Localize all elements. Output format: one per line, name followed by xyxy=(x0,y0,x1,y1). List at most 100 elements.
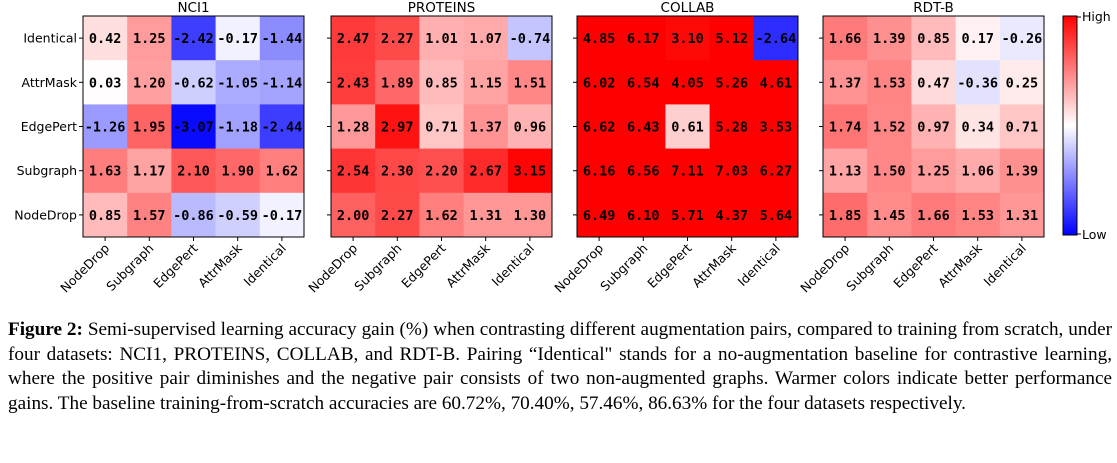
y-tick-label: Subgraph xyxy=(17,163,77,178)
cell-value-label: 6.62 xyxy=(583,120,616,136)
x-tick-label: Subgraph xyxy=(103,241,156,294)
cell-value-label: 4.85 xyxy=(583,31,616,47)
x-tick-label: AttrMask xyxy=(443,240,493,290)
cell-value-label: -1.14 xyxy=(262,75,303,91)
heatmap-cell xyxy=(709,16,755,61)
heatmap-cell xyxy=(375,148,420,194)
heatmap-cell xyxy=(999,192,1045,238)
cell-value-label: 1.39 xyxy=(1006,164,1039,180)
heatmap-cell xyxy=(127,60,172,105)
cell-value-label: -0.59 xyxy=(217,208,258,224)
cell-value-label: 1.62 xyxy=(266,164,299,180)
heatmap-cell xyxy=(463,148,509,194)
heatmap-cell xyxy=(999,148,1045,194)
panel-title: RDT-B xyxy=(913,0,953,16)
heatmap-cell xyxy=(999,60,1045,105)
cell-value-label: 1.89 xyxy=(381,75,414,91)
cell-value-label: 0.71 xyxy=(1006,120,1039,136)
x-tick-label: EdgePert xyxy=(398,240,448,290)
heatmap-cell xyxy=(577,192,622,238)
heatmap-cell xyxy=(621,104,666,150)
heatmap-cell xyxy=(419,192,465,238)
cell-value-label: 0.85 xyxy=(89,208,122,224)
cell-value-label: 1.52 xyxy=(873,120,906,136)
cell-value-label: 1.51 xyxy=(514,75,547,91)
cell-value-label: 1.13 xyxy=(829,164,862,180)
x-tick-label: EdgePert xyxy=(890,240,940,290)
y-tick-label: Identical xyxy=(23,31,77,46)
cell-value-label: 3.10 xyxy=(671,31,704,47)
heatmap-cell xyxy=(419,104,465,150)
cell-value-label: 1.74 xyxy=(829,120,862,136)
heatmap-cell xyxy=(375,16,420,61)
cell-value-label: 1.15 xyxy=(469,75,502,91)
cell-value-label: 1.31 xyxy=(1006,208,1039,224)
heatmap-cell xyxy=(215,16,261,61)
heatmap-cell xyxy=(507,60,553,105)
cell-value-label: 2.54 xyxy=(337,164,370,180)
cell-value-label: 6.49 xyxy=(583,208,616,224)
cell-value-label: 0.03 xyxy=(89,75,122,91)
cell-value-label: 1.53 xyxy=(873,75,906,91)
cell-value-label: -0.17 xyxy=(262,208,303,224)
caption-lead: Figure 2: xyxy=(8,319,83,340)
cell-value-label: 2.10 xyxy=(177,164,210,180)
heatmap-cell xyxy=(867,60,912,105)
cell-value-label: 1.62 xyxy=(425,208,458,224)
heatmap-cell xyxy=(665,104,711,150)
heatmap-cell xyxy=(867,148,912,194)
cell-value-label: 1.85 xyxy=(829,208,862,224)
heatmap-cell xyxy=(127,16,172,61)
heatmap-cell xyxy=(999,104,1045,150)
heatmap-cell xyxy=(83,16,128,61)
heatmap-cell xyxy=(83,192,128,238)
heatmap-cell xyxy=(259,148,305,194)
cell-value-label: 6.17 xyxy=(627,31,660,47)
cell-value-label: 1.95 xyxy=(133,120,166,136)
heatmap-cell xyxy=(83,148,128,194)
heatmap-cell xyxy=(577,148,622,194)
heatmap-cell xyxy=(621,60,666,105)
cell-value-label: 4.61 xyxy=(760,75,793,91)
heatmap-cell xyxy=(375,104,420,150)
heatmap-cell xyxy=(171,148,217,194)
y-tick-label: AttrMask xyxy=(22,75,78,90)
cell-value-label: 1.66 xyxy=(829,31,862,47)
heatmap-cell xyxy=(419,148,465,194)
cell-value-label: 0.85 xyxy=(425,75,458,91)
cell-value-label: 0.17 xyxy=(961,31,994,47)
heatmap-cell xyxy=(215,192,261,238)
cell-value-label: 6.56 xyxy=(627,164,660,180)
heatmap-cell xyxy=(331,148,376,194)
cell-value-label: 0.42 xyxy=(89,31,122,47)
heatmap-cell xyxy=(127,148,172,194)
cell-value-label: -0.62 xyxy=(173,75,214,91)
heatmap-cell xyxy=(507,16,553,61)
heatmap-cell xyxy=(259,60,305,105)
cell-value-label: 1.57 xyxy=(133,208,166,224)
cell-value-label: 5.26 xyxy=(715,75,748,91)
cell-value-label: 3.53 xyxy=(760,120,793,136)
cell-value-label: 2.67 xyxy=(469,164,502,180)
cell-value-label: 0.96 xyxy=(514,120,547,136)
panel-title: NCI1 xyxy=(177,0,209,16)
cell-value-label: 5.64 xyxy=(760,208,793,224)
heatmap-cell xyxy=(577,104,622,150)
heatmap-cell xyxy=(955,60,1001,105)
heatmap-cell xyxy=(621,16,666,61)
cell-value-label: 6.02 xyxy=(583,75,616,91)
heatmap-cell xyxy=(823,60,868,105)
cell-value-label: 1.45 xyxy=(873,208,906,224)
colorbar-high-label: High xyxy=(1082,9,1111,24)
heatmap-cell xyxy=(665,16,711,61)
heatmap-cell xyxy=(83,60,128,105)
cell-value-label: 0.71 xyxy=(425,120,458,136)
heatmap-cell xyxy=(823,192,868,238)
cell-value-label: -0.74 xyxy=(510,31,551,47)
heatmap-cell xyxy=(911,16,957,61)
heatmap-cell xyxy=(507,148,553,194)
cell-value-label: 6.54 xyxy=(627,75,660,91)
heatmap-cell xyxy=(463,104,509,150)
heatmap-cell xyxy=(331,104,376,150)
cell-value-label: 1.25 xyxy=(133,31,166,47)
